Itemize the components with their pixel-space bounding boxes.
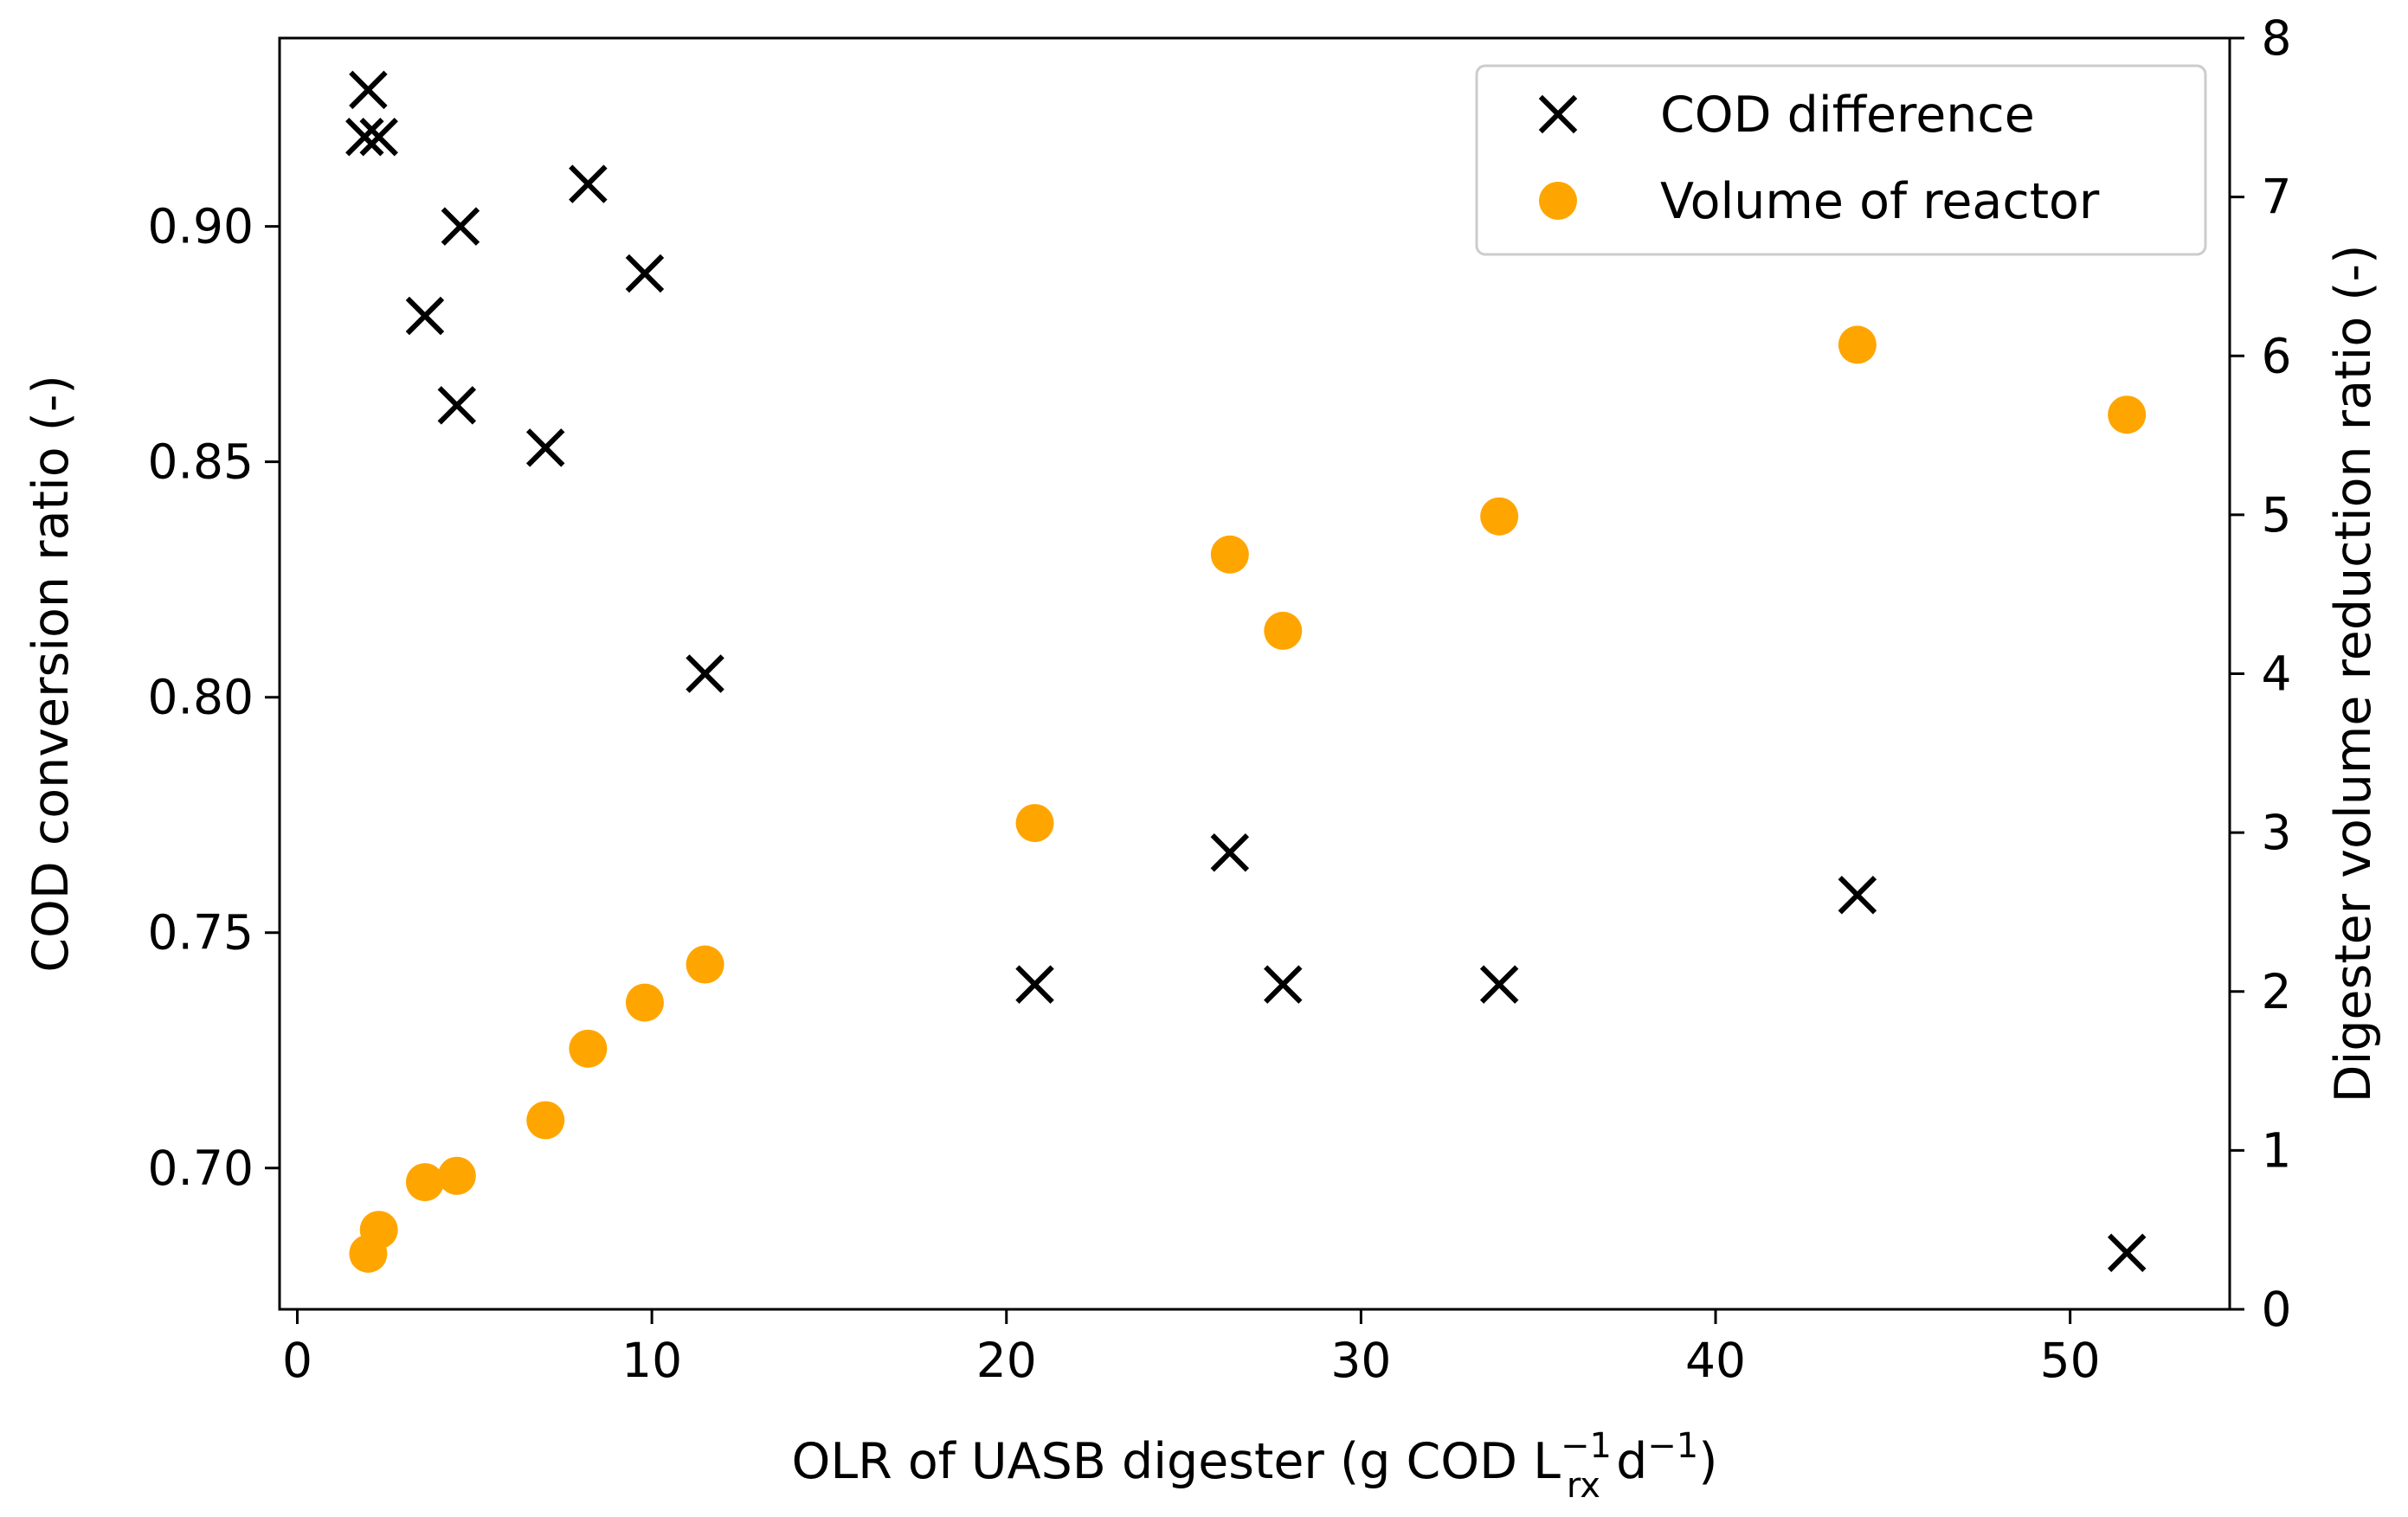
- legend-label: COD difference: [1660, 87, 2035, 144]
- y-left-tick-label: 0.75: [148, 905, 254, 961]
- cod-difference-point: [525, 428, 565, 467]
- y-left-tick-label: 0.90: [148, 199, 254, 254]
- cod-difference-point: [437, 386, 477, 425]
- y-right-axis-label: Digester volume reduction ratio (-): [2325, 245, 2382, 1103]
- y-right-tick-label: 6: [2262, 328, 2292, 383]
- y-right-tick-label: 0: [2262, 1282, 2292, 1337]
- legend-label: Volume of reactor: [1660, 173, 2100, 230]
- y-right-tick-label: 4: [2262, 646, 2292, 702]
- reactor-volume-point: [1264, 611, 1303, 650]
- x-tick-label: 50: [2040, 1333, 2101, 1388]
- cod-difference-point: [349, 70, 388, 110]
- y-left-tick-label: 0.80: [148, 670, 254, 725]
- legend-x-marker: [1538, 94, 1578, 134]
- y-right-tick-label: 8: [2262, 10, 2292, 66]
- x-tick-label: 30: [1330, 1333, 1391, 1388]
- chart-marks: [345, 70, 2147, 1273]
- reactor-volume-point: [526, 1101, 565, 1140]
- cod-difference-point: [359, 118, 398, 157]
- y-right-tick-label: 3: [2262, 805, 2292, 860]
- reactor-volume-point: [625, 983, 664, 1022]
- legend-frame: [1475, 64, 2207, 256]
- x-label-main: OLR of UASB digester (g COD L: [792, 1433, 1561, 1490]
- cod-difference-point: [441, 207, 480, 246]
- cod-difference-point: [569, 164, 608, 203]
- y-right-tick-label: 5: [2262, 487, 2292, 543]
- cod-difference-point: [1210, 833, 1250, 872]
- y-right-tick-label: 1: [2262, 1122, 2292, 1178]
- x-tick-label: 20: [976, 1333, 1037, 1388]
- x-axis-label: OLR of UASB digester (g COD L−1 rx d−1): [792, 1426, 1718, 1506]
- series-volume-of-reactor: [349, 325, 2147, 1273]
- reactor-volume-point: [2108, 395, 2147, 434]
- cod-difference-point: [345, 118, 384, 157]
- reactor-volume-point: [405, 1163, 444, 1202]
- x-tick-label: 10: [621, 1333, 682, 1388]
- legend: COD difference Volume of reactor: [1475, 64, 2207, 256]
- x-label-sup2: −1: [1647, 1426, 1698, 1466]
- y-right-tick-label: 2: [2262, 964, 2292, 1019]
- reactor-volume-point: [1015, 804, 1054, 843]
- x-label-tail: d: [1600, 1433, 1647, 1490]
- reactor-volume-point: [1480, 497, 1519, 536]
- legend-dot-marker: [1539, 182, 1577, 220]
- cod-difference-point: [1015, 965, 1054, 1004]
- cod-difference-point: [1264, 965, 1303, 1004]
- series-cod-difference: [345, 70, 2147, 1272]
- cod-difference-point: [1838, 875, 1877, 915]
- x-tick-label: 40: [1685, 1333, 1746, 1388]
- cod-difference-point: [405, 296, 445, 336]
- reactor-volume-point: [569, 1029, 608, 1068]
- cod-difference-point: [1479, 965, 1519, 1004]
- cod-difference-point: [2107, 1233, 2147, 1272]
- chart-axes: 0 10 20 30 40 50 0.70 0.75 0.80 0.85 0.90 0 1 2 3 4 5 6 7 8…: [23, 10, 2382, 1506]
- y-left-axis-label: COD conversion ratio (-): [23, 375, 80, 973]
- cod-difference-point: [686, 654, 724, 693]
- x-label-close: ): [1698, 1433, 1717, 1490]
- reactor-volume-point: [437, 1156, 476, 1195]
- y-right-tick-label: 7: [2262, 170, 2292, 225]
- reactor-volume-point: [1210, 535, 1249, 574]
- reactor-volume-point: [686, 945, 724, 984]
- y-left-tick-label: 0.85: [148, 434, 254, 490]
- reactor-volume-point: [1838, 325, 1877, 364]
- x-label-sup: −1: [1561, 1426, 1612, 1466]
- y-left-tick-label: 0.70: [148, 1141, 254, 1196]
- x-label-sub: rx: [1567, 1466, 1600, 1506]
- cod-difference-point: [625, 254, 665, 293]
- x-tick-label: 0: [282, 1333, 312, 1388]
- reactor-volume-point: [359, 1211, 398, 1250]
